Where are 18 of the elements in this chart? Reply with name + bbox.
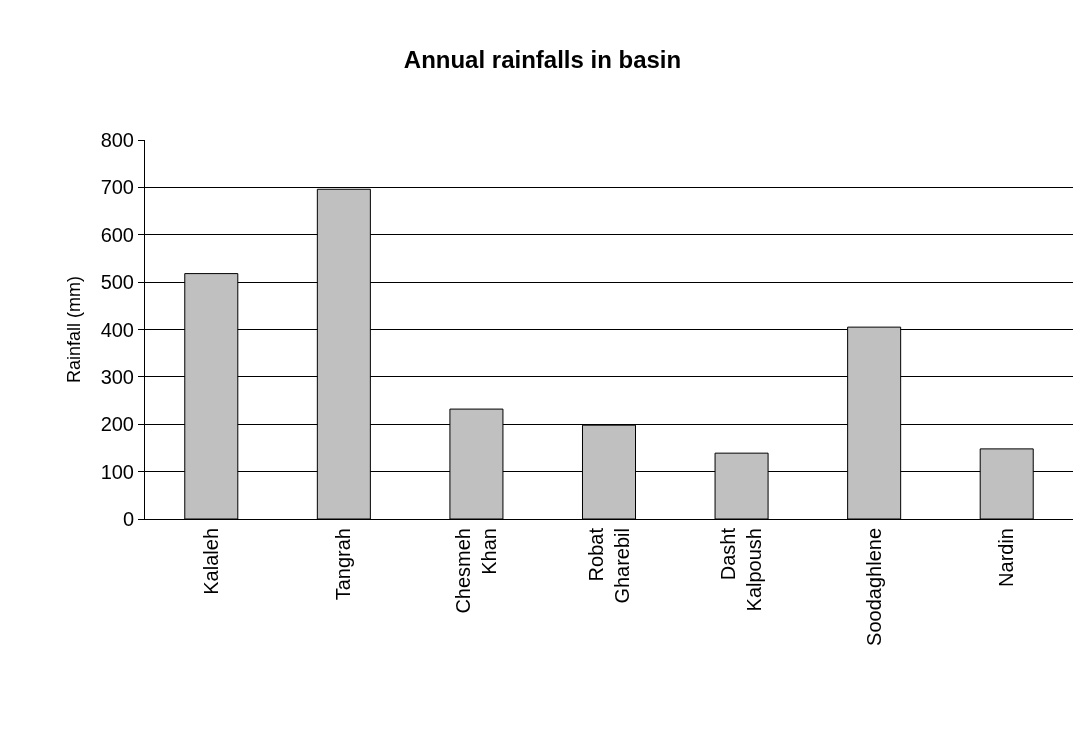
x-tick-label: Kalaleh — [199, 528, 222, 595]
y-tick-label: 300 — [100, 365, 134, 388]
y-tick-label: 200 — [100, 413, 134, 436]
x-tick-label: Soodaghlene — [862, 528, 885, 646]
x-tick-label: Robat Gharebil — [584, 527, 633, 604]
x-tick-label: Tangrah — [332, 528, 355, 601]
y-tick-label: 0 — [122, 508, 134, 530]
x-tick-label: Chesmeh Khan — [451, 528, 500, 614]
x-tick-label: Dasht Kalpoush — [717, 527, 766, 612]
y-axis-title: Rainfall (mm) — [63, 275, 84, 384]
y-tick-label: 800 — [100, 129, 134, 151]
y-tick-label: 500 — [100, 271, 134, 294]
y-tick-label: 100 — [100, 460, 134, 483]
y-tick-label: 400 — [100, 318, 134, 341]
chart-title: Annual rainfalls in basin — [403, 45, 682, 73]
x-tick-label: Nardin — [995, 528, 1018, 587]
y-tick-label: 700 — [100, 176, 134, 199]
y-tick-label: 600 — [100, 223, 134, 246]
